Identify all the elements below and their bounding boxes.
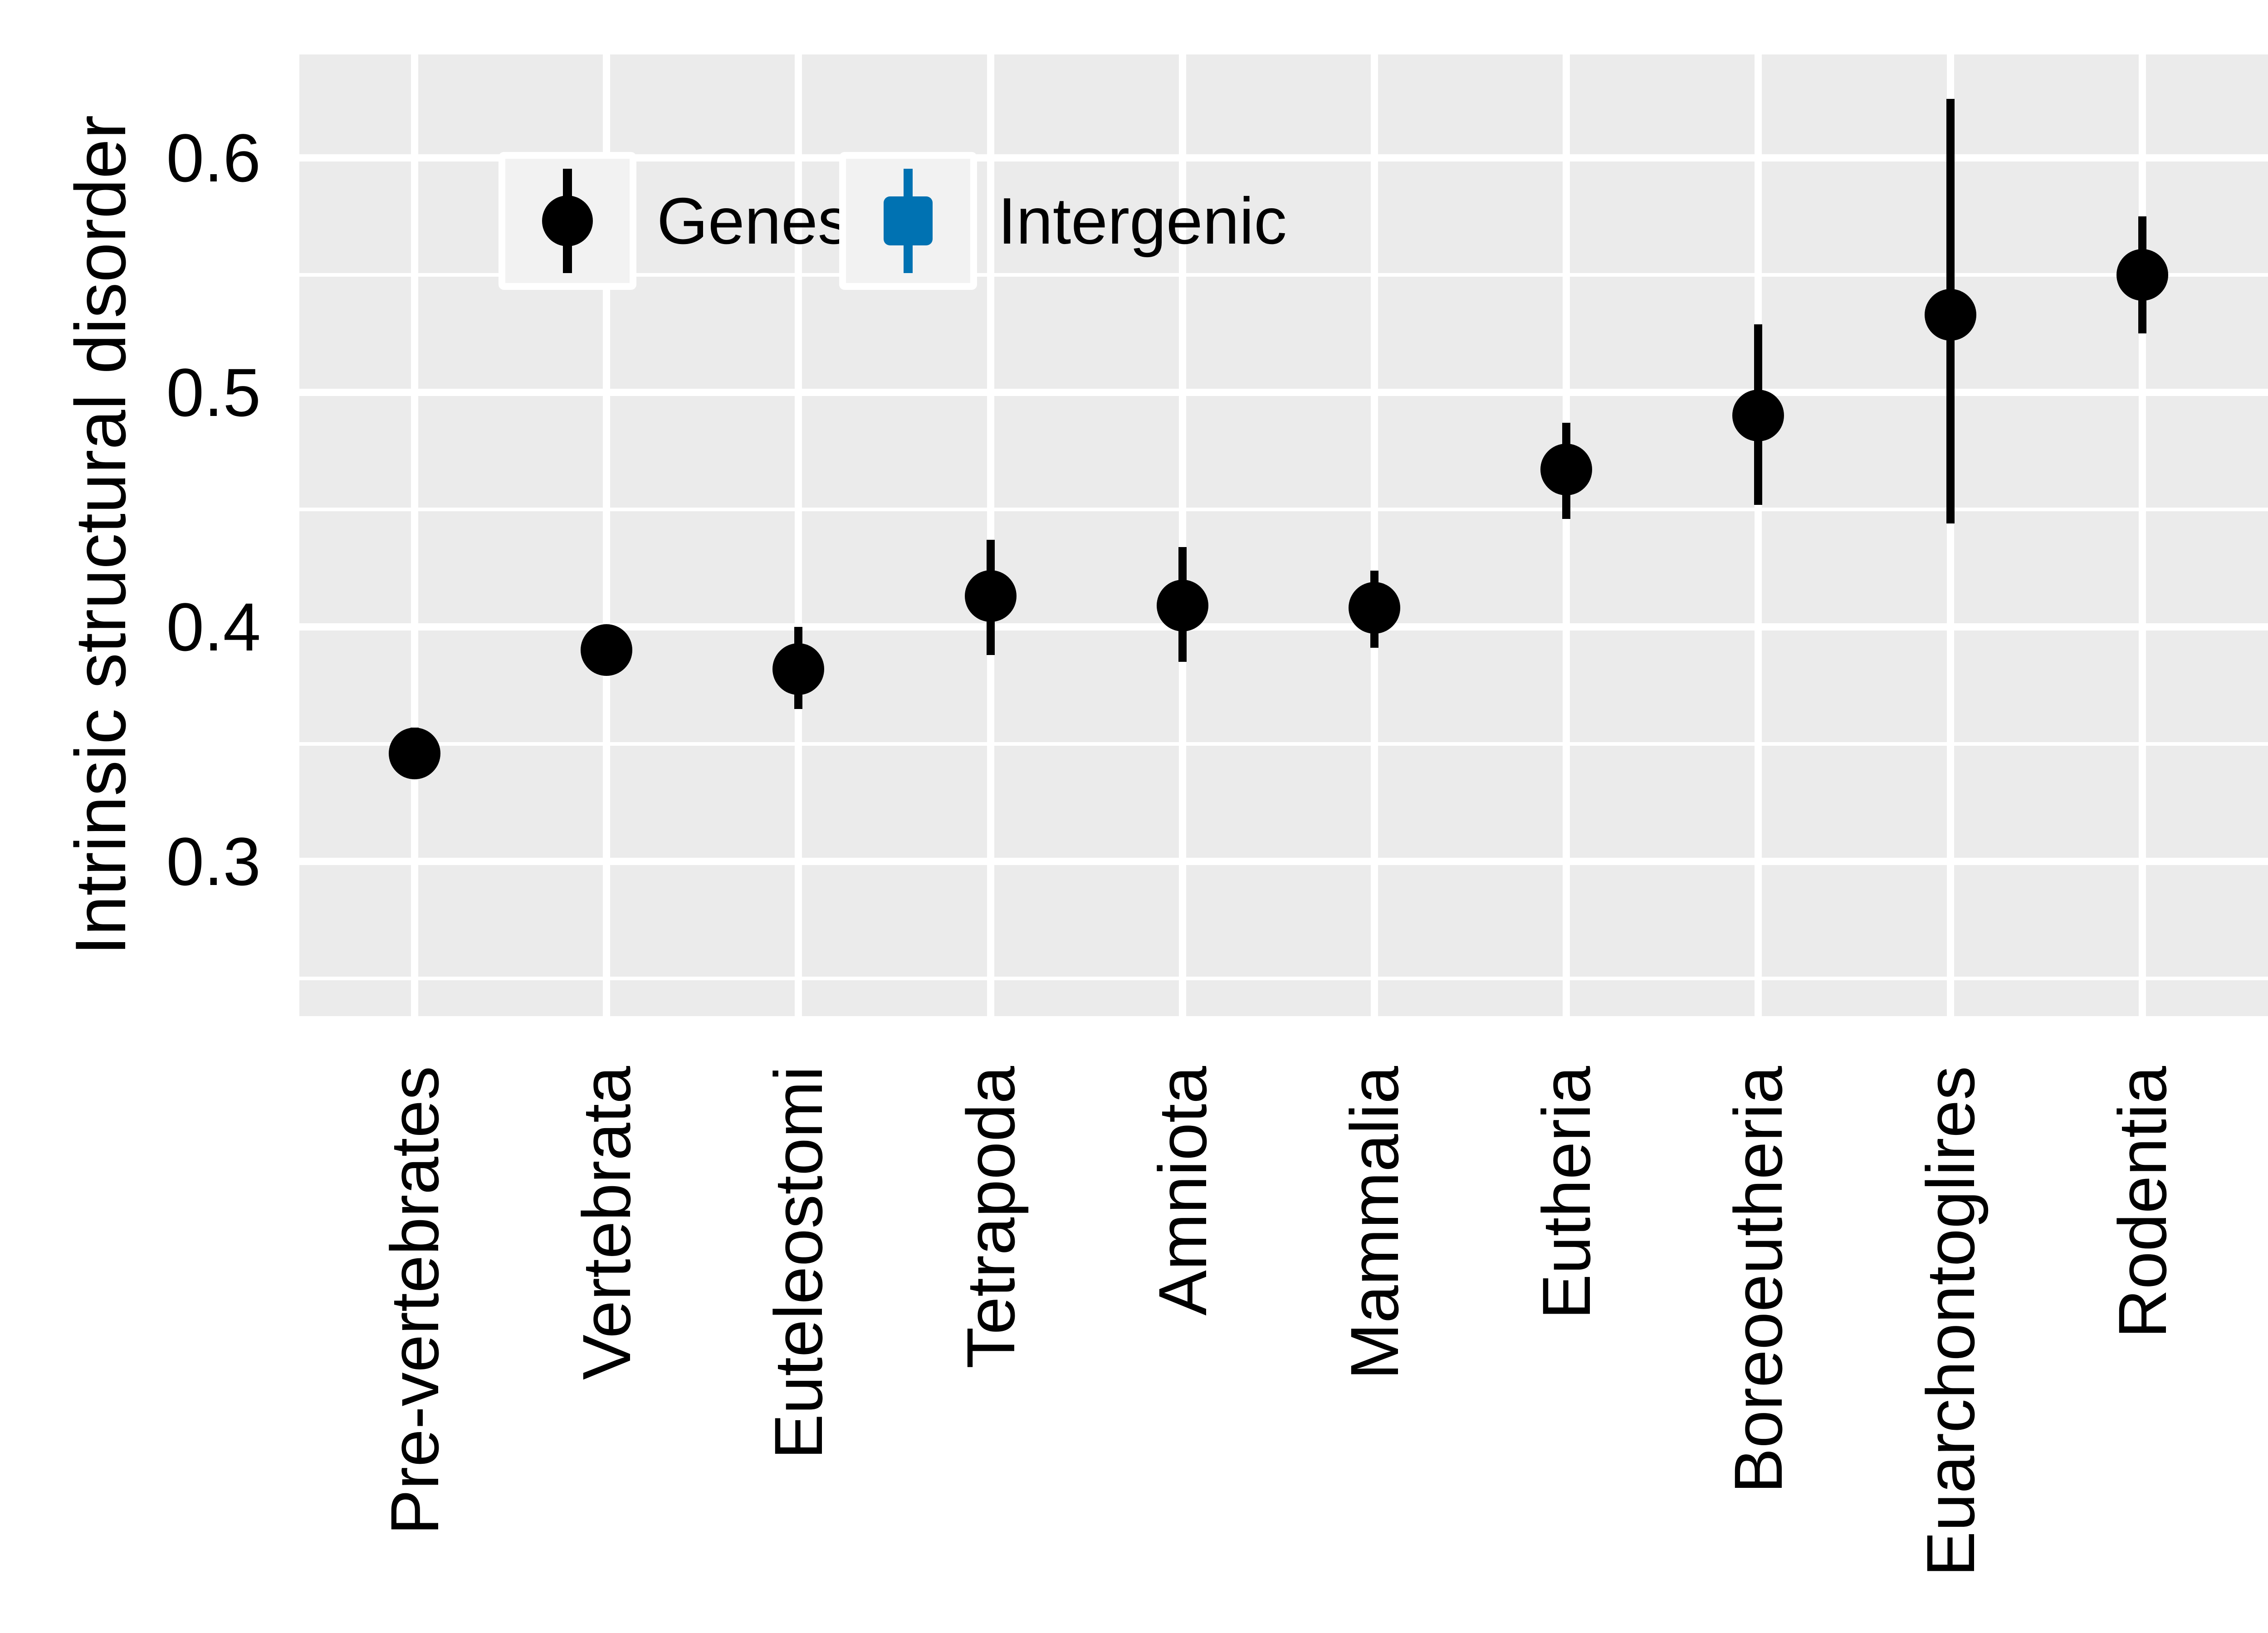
gridline-minor-y-0.55 [299, 273, 2268, 277]
data-point-Rodentia [2116, 249, 2168, 301]
gridline-major-x-3 [795, 54, 802, 1016]
x-tick-label-Pre-vertebrates: Pre-vertebrates [376, 1066, 453, 1535]
x-tick-label-Rodentia: Rodentia [2104, 1066, 2180, 1339]
plot-panel [299, 54, 2268, 1016]
gridline-major-x-5 [1178, 54, 1186, 1016]
gridline-major-y-0.6 [299, 154, 2268, 161]
intergenic-point-icon [884, 196, 933, 245]
x-tick-label-Mammalia: Mammalia [1336, 1066, 1413, 1380]
x-tick-label-Boreoeutheria: Boreoeutheria [1720, 1066, 1797, 1494]
data-point-Euteleostomi [772, 643, 825, 695]
data-point-Mammalia [1349, 582, 1400, 634]
legend-label-intergenic: Intergenic [998, 184, 1287, 258]
data-point-Tetrapoda [964, 570, 1017, 622]
gridline-major-x-1 [411, 54, 418, 1016]
x-tick-label-Euteleostomi: Euteleostomi [760, 1066, 837, 1460]
data-point-Vertebrata [581, 624, 633, 676]
legend-key-intergenic [839, 152, 977, 290]
gridline-major-x-10 [2138, 54, 2146, 1016]
legend-key-genes [499, 152, 636, 290]
x-tick-label-Eutheria: Eutheria [1528, 1066, 1605, 1320]
data-point-Eutheria [1540, 444, 1593, 496]
genes-point-icon [542, 196, 593, 246]
x-tick-label-Tetrapoda: Tetrapoda [952, 1066, 1029, 1369]
data-point-Boreoeutheria [1732, 390, 1784, 442]
gridline-minor-y-0.35 [299, 742, 2268, 746]
x-tick-label-Amniota: Amniota [1144, 1066, 1221, 1316]
gridline-major-x-6 [1371, 54, 1378, 1016]
gridline-major-y-0.3 [299, 857, 2268, 865]
legend-label-genes: Genes [657, 184, 851, 258]
y-tick-label-0.3: 0.3 [166, 823, 261, 900]
gridline-major-x-2 [603, 54, 611, 1016]
data-point-Pre-vertebrates [388, 727, 440, 779]
y-tick-label-0.5: 0.5 [166, 354, 261, 430]
gridline-minor-y-0.25 [299, 977, 2268, 981]
gridline-major-x-4 [987, 54, 994, 1016]
gridline-major-x-7 [1563, 54, 1570, 1016]
gridline-major-y-0.4 [299, 623, 2268, 631]
data-point-Euarchontoglires [1924, 288, 1976, 341]
y-tick-label-0.4: 0.4 [166, 588, 261, 665]
x-tick-label-Euarchontoglires: Euarchontoglires [1912, 1066, 1989, 1577]
y-tick-label-0.6: 0.6 [166, 119, 261, 196]
data-point-Amniota [1156, 580, 1208, 632]
gridline-minor-y-0.45 [299, 508, 2268, 512]
x-tick-label-Vertebrata: Vertebrata [568, 1066, 645, 1380]
gridline-major-x-8 [1755, 54, 1762, 1016]
gridline-major-y-0.5 [299, 388, 2268, 396]
